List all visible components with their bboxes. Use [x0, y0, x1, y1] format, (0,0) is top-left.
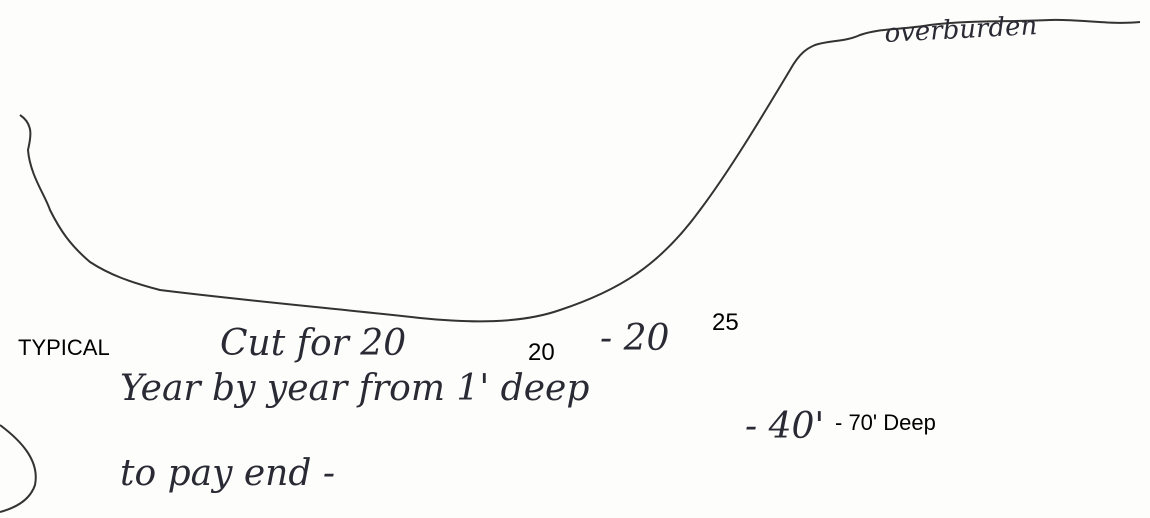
typed-year-end: 25 — [712, 309, 739, 336]
handwritten-dash: - 20 — [600, 318, 669, 359]
handwritten-line2: Year by year from 1' deep — [120, 368, 589, 409]
paper — [0, 0, 1150, 518]
typical-label: TYPICAL — [18, 335, 110, 360]
typed-year-start: 20 — [528, 339, 555, 366]
handwritten-cut: Cut for 20 — [220, 323, 406, 364]
handwritten-depth: - 40' — [745, 406, 824, 447]
typed-depth: - 70' Deep — [835, 410, 936, 435]
page: overburden TYPICAL Cut for 20 20 - 20 25… — [0, 0, 1150, 518]
handwritten-line4: to pay end - — [120, 453, 335, 494]
